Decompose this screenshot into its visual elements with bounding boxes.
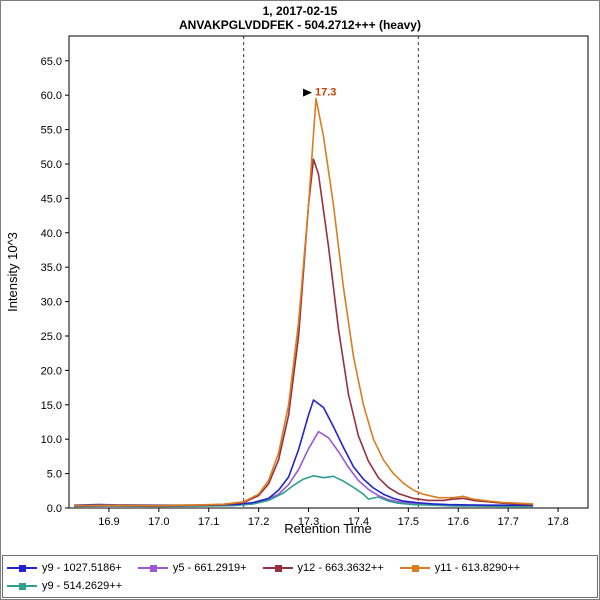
x-tick-label: 17.4 [348,516,369,528]
axis-layer: 16.9 17.0 17.1 17.2 17.3 17.4 17.5 17.6 17.7 17.8… [41,35,589,528]
y-tick-label: 35.0 [41,262,62,274]
series-line [73,474,534,508]
y-tick-label: 40.0 [41,228,62,240]
x-tick-label: 17.5 [398,516,419,528]
legend-item-y5-661: y5 - 661.2919+ [137,562,247,574]
peak-annotation-label: 17.3 [315,87,336,99]
legend-item-y12-663: y12 - 663.3632++ [262,562,384,574]
series-layer [73,36,534,508]
legend-item-y9-1027: y9 - 1027.5186+ [7,562,122,574]
y-tick-label: 10.0 [41,434,62,446]
legend: y9 - 1027.5186+ y5 - 661.2919+ y12 - 663… [2,555,598,598]
y-tick-label: 20.0 [41,365,62,377]
series-line [73,97,534,507]
x-tick-label: 17.2 [248,516,269,528]
series-color-swatch [399,564,430,573]
y-tick-label: 30.0 [41,297,62,309]
x-tick-label: 17.1 [198,516,219,528]
series-color-swatch [137,564,168,573]
y-tick-label: 65.0 [41,56,62,68]
x-tick-label: 17.6 [448,516,469,528]
legend-label: y11 - 613.8290++ [434,562,521,574]
legend-row-2: y9 - 514.2629++ [7,577,593,595]
x-tick-label: 16.9 [98,516,119,528]
chart-title-replicate: 1, 2017-02-15 [262,4,338,18]
y-tick-label: 15.0 [41,400,62,412]
legend-label: y12 - 663.3632++ [297,562,384,574]
series-line [73,430,524,507]
y-tick-label: 55.0 [41,125,62,137]
y-tick-label: 45.0 [41,193,62,205]
y-tick-label: 50.0 [41,159,62,171]
x-tick-label: 17.0 [148,516,169,528]
y-tick-label: 25.0 [41,331,62,343]
chart-title-peptide: ANVAKPGLVDDFEK - 504.2712+++ (heavy) [179,18,421,32]
legend-label: y9 - 1027.5186+ [42,562,122,574]
legend-item-y11-613: y11 - 613.8290++ [399,562,521,574]
peak-arrow-icon [303,88,313,97]
plot-border [68,35,589,509]
series-color-swatch [262,564,293,573]
series-line [73,158,534,507]
series-line [73,399,534,507]
legend-label: y5 - 661.2919+ [172,562,247,574]
x-tick-label: 17.7 [497,516,518,528]
legend-row-1: y9 - 1027.5186+ y5 - 661.2919+ y12 - 663… [7,559,593,577]
y-axis-title: Intensity 10^3 [5,232,20,312]
series-color-swatch [7,564,37,573]
y-tick-label: 60.0 [41,90,62,102]
legend-label: y9 - 514.2629++ [42,580,123,592]
x-tick-label: 17.8 [547,516,568,528]
series-color-swatch [7,582,37,591]
x-tick-label: 17.3 [298,516,319,528]
y-tick-label: 0.0 [47,503,62,515]
legend-item-y9-514: y9 - 514.2629++ [7,580,122,592]
x-axis-title: Retention Time [284,521,371,536]
y-tick-label: 5.0 [47,469,62,481]
chromatogram-plot[interactable]: 16.9 17.0 17.1 17.2 17.3 17.4 17.5 17.6 17.7 17.8… [1,1,600,557]
